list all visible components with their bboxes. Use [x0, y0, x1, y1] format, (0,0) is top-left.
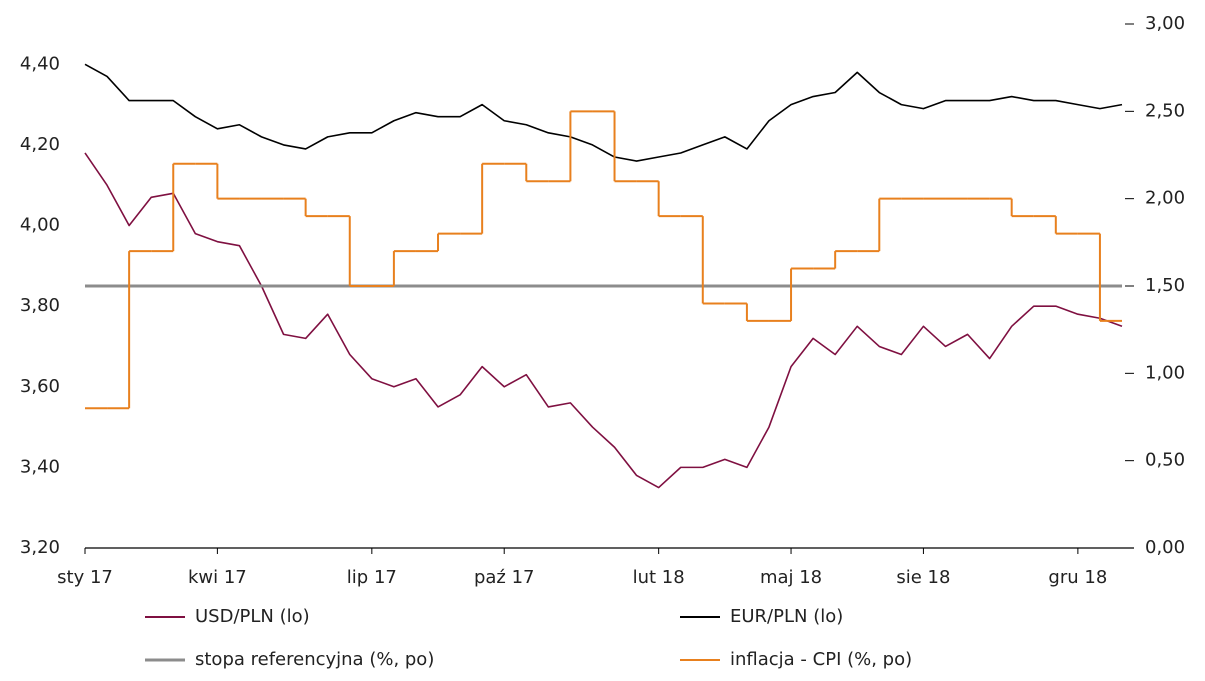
y2-tick-label: 1,00 — [1145, 362, 1185, 383]
y2-tick-label: 0,50 — [1145, 450, 1185, 471]
y2-tick-label: 2,00 — [1145, 188, 1185, 209]
legend-label: inflacja - CPI (%, po) — [730, 649, 912, 670]
x-tick-label: kwi 17 — [188, 567, 247, 588]
y-tick-label: 4,20 — [20, 134, 60, 155]
y2-tick-label: 1,50 — [1145, 275, 1185, 296]
y-tick-label: 3,40 — [20, 456, 60, 477]
legend-label: EUR/PLN (lo) — [730, 606, 843, 627]
x-tick-label: lut 18 — [633, 567, 685, 588]
y-tick-label: 3,60 — [20, 376, 60, 397]
y2-tick-label: 0,00 — [1145, 537, 1185, 558]
y-tick-label: 4,00 — [20, 215, 60, 236]
series-line — [84, 152, 1123, 489]
x-tick-label: maj 18 — [760, 567, 822, 588]
x-tick-label: paź 17 — [474, 567, 535, 588]
series-line — [84, 63, 1123, 162]
legend-label: stopa referencyjna (%, po) — [195, 649, 434, 670]
x-tick-label: lip 17 — [347, 567, 397, 588]
y-tick-label: 3,20 — [20, 537, 60, 558]
x-tick-label: sty 17 — [57, 567, 113, 588]
y-tick-label: 4,40 — [20, 53, 60, 74]
legend-label: USD/PLN (lo) — [195, 606, 310, 627]
x-tick-label: gru 18 — [1048, 567, 1107, 588]
y2-tick-label: 2,50 — [1145, 100, 1185, 121]
y2-tick-label: 3,00 — [1145, 13, 1185, 34]
y-tick-label: 3,80 — [20, 295, 60, 316]
x-tick-label: sie 18 — [896, 567, 950, 588]
